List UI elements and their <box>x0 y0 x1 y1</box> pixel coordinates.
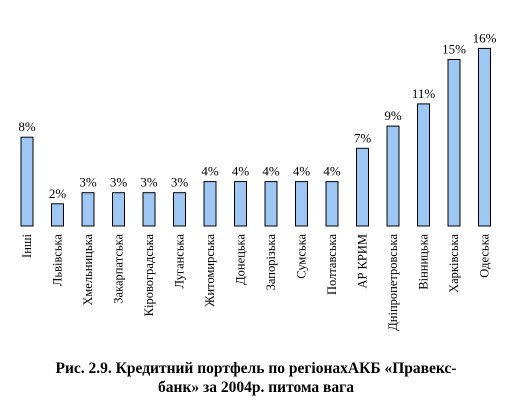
bar-12 <box>356 147 369 227</box>
bar-8 <box>234 181 247 227</box>
bar-11 <box>325 181 339 227</box>
category-label-3: Хмельницька <box>81 234 95 306</box>
category-label-4: Закарпатська <box>112 234 126 304</box>
value-label-10: 4% <box>293 164 311 179</box>
value-label-15: 15% <box>442 42 466 57</box>
category-label-2: Львівська <box>51 234 65 287</box>
value-labels-group: 8% 2% 3% 3% 3% 3% 4% 4% 4% 4% 4% 7% 9% 11% 15% 16% <box>18 30 496 200</box>
value-label-6: 3% <box>171 175 189 190</box>
caption-line-2: банк» за 2004р. питома вага <box>158 379 354 396</box>
bar-15 <box>447 59 461 227</box>
figure-caption: Рис. 2.9. Кредитний портфель по регіонах… <box>0 359 512 397</box>
value-label-14: 11% <box>412 86 436 101</box>
bars-group <box>20 47 491 227</box>
value-label-12: 7% <box>354 130 372 145</box>
value-label-16: 16% <box>473 30 497 45</box>
value-label-4: 3% <box>110 175 128 190</box>
bar-3 <box>81 192 95 227</box>
bar-10 <box>295 181 308 227</box>
value-label-2: 2% <box>49 186 67 201</box>
bar-5 <box>142 192 156 227</box>
bar-6 <box>173 192 186 227</box>
category-label-14: Вінницька <box>417 234 431 290</box>
category-label-13: Дніпропетровська <box>386 234 400 331</box>
value-label-1: 8% <box>18 119 36 134</box>
bar-1 <box>20 136 34 227</box>
category-label-16: Одеська <box>478 234 492 278</box>
category-label-12: АР КРИМ <box>356 234 370 289</box>
caption-line-1: Рис. 2.9. Кредитний портфель по регіонах… <box>55 360 457 377</box>
value-label-11: 4% <box>323 164 341 179</box>
value-label-5: 3% <box>140 175 158 190</box>
category-label-7: Житомирська <box>203 234 217 307</box>
category-label-1: Інші <box>20 233 34 257</box>
category-label-10: Сумська <box>295 234 309 279</box>
bar-4 <box>112 192 125 227</box>
value-label-3: 3% <box>79 175 97 190</box>
value-label-7: 4% <box>201 164 219 179</box>
category-label-11: Полтавська <box>325 234 339 295</box>
value-label-13: 9% <box>384 108 402 123</box>
category-label-6: Луганська <box>173 234 187 289</box>
category-label-8: Донецька <box>234 234 248 285</box>
bar-9 <box>264 181 278 227</box>
category-labels-group: Інші Львівська Хмельницька Закарпатська Кіро… <box>20 233 492 330</box>
value-label-8: 4% <box>232 164 250 179</box>
category-label-5: Кіровоградська <box>142 234 156 317</box>
bar-7 <box>203 181 217 227</box>
bar-14 <box>417 103 430 227</box>
bar-16 <box>478 47 491 227</box>
bar-13 <box>386 125 400 227</box>
value-label-9: 4% <box>262 164 280 179</box>
category-label-15: Харківська <box>447 234 461 293</box>
bar-2 <box>51 203 64 227</box>
category-label-9: Запорізька <box>264 234 278 291</box>
